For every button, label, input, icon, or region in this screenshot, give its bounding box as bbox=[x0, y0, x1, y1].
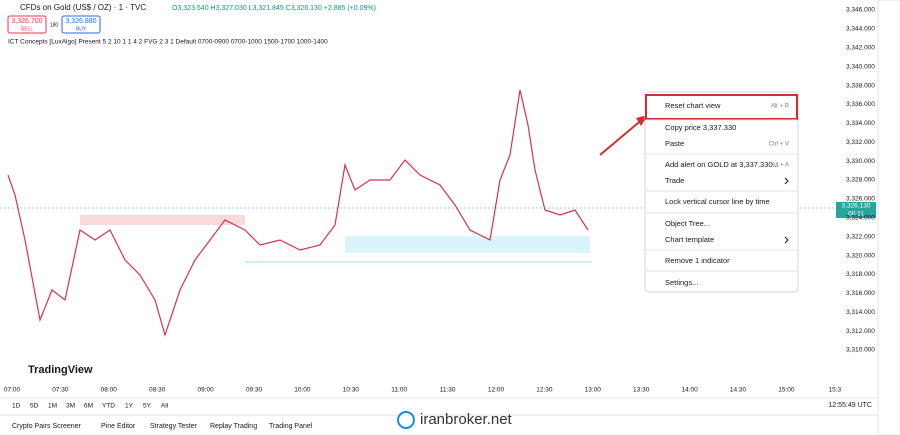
price-path bbox=[7, 89, 589, 338]
time-tick-label: 08:30 bbox=[149, 387, 166, 394]
timeframe[interactable]: 1D bbox=[12, 403, 21, 410]
price-tick-label: 3,314.000 bbox=[846, 309, 875, 316]
price-tick-label: 3,338.000 bbox=[846, 82, 875, 89]
menu-item[interactable]: Settings... bbox=[665, 278, 698, 287]
ohlc: O3,323.540 H3,327.030 L3,321.845 C3,326.… bbox=[172, 5, 376, 12]
timeframe[interactable]: 6M bbox=[84, 403, 93, 410]
bottom-tab[interactable]: Strategy Tester bbox=[150, 423, 198, 430]
time-tick-label: 15:00 bbox=[778, 387, 795, 394]
price-tick-label: 3,336.000 bbox=[846, 101, 875, 108]
price-tick-label: 3,316.000 bbox=[846, 290, 875, 297]
price-tick-label: 3,318.000 bbox=[846, 271, 875, 278]
time-tick-label: 13:00 bbox=[585, 387, 602, 394]
clock: 12:55:49 UTC bbox=[828, 402, 872, 409]
sell-label: SELL bbox=[21, 26, 33, 32]
time-tick-label: 09:30 bbox=[246, 387, 263, 394]
price-tick-label: 3,340.000 bbox=[846, 63, 875, 70]
buy-price: 3,326.880 bbox=[65, 18, 96, 25]
menu-shortcut: Alt + R bbox=[771, 104, 790, 110]
menu-shortcut: Ctrl + V bbox=[769, 142, 789, 148]
time-tick-label: 09:00 bbox=[197, 387, 214, 394]
annotation-arrow bbox=[599, 117, 645, 156]
price-tick-label: 3,342.000 bbox=[846, 44, 875, 51]
time-tick-label: 15:3 bbox=[828, 387, 841, 394]
time-tick-label: 11:30 bbox=[440, 387, 456, 394]
menu-item[interactable]: Object Tree... bbox=[665, 219, 710, 228]
price-tick-label: 3,334.000 bbox=[846, 120, 875, 127]
timeframe[interactable]: 3M bbox=[66, 403, 75, 410]
timeframe[interactable]: YTD bbox=[102, 403, 115, 410]
bottom-tab[interactable]: Replay Trading bbox=[210, 423, 257, 430]
time-tick-label: 14:00 bbox=[681, 387, 698, 394]
indicator: ICT Concepts [LuxAlgo] Present 5 2 10 1 … bbox=[8, 39, 328, 46]
price-tick-label: 3,332.000 bbox=[846, 139, 875, 146]
menu-item[interactable]: Add alert on GOLD at 3,337.330... bbox=[665, 160, 779, 169]
bottom-tab[interactable]: Pine Editor bbox=[101, 423, 136, 430]
price-tick-label: 3,320.000 bbox=[846, 252, 875, 259]
price-tick-label: 3,324.000 bbox=[846, 214, 875, 221]
time-tick-label: 10:00 bbox=[294, 387, 311, 394]
buy-label: BUY bbox=[76, 26, 87, 32]
menu-item[interactable]: Lock vertical cursor line by time bbox=[665, 197, 770, 206]
time-tick-label: 08:00 bbox=[101, 387, 118, 394]
timeframe[interactable]: 5Y bbox=[143, 403, 152, 410]
logo: TradingView bbox=[28, 364, 93, 376]
symbol[interactable]: CFDs on Gold (US$ / OZ) · 1 · TVC bbox=[20, 3, 146, 12]
buy-button[interactable] bbox=[61, 15, 101, 34]
timeframe[interactable]: 1M bbox=[48, 403, 57, 410]
time-tick-label: 12:30 bbox=[536, 387, 553, 394]
price-tick-label: 3,328.000 bbox=[846, 177, 875, 184]
bottom-tab[interactable]: Trading Panel bbox=[269, 423, 313, 430]
menu-item[interactable]: Copy price 3,337.330 bbox=[665, 123, 736, 132]
time-tick-label: 12:00 bbox=[488, 387, 505, 394]
menu-item[interactable]: Remove 1 indicator bbox=[665, 256, 730, 265]
price-tick-label: 3,326.000 bbox=[846, 196, 875, 203]
menu-item[interactable]: Chart template bbox=[665, 235, 714, 244]
menu-item[interactable]: Reset chart view bbox=[665, 101, 721, 110]
submenu-arrow bbox=[784, 236, 789, 244]
price-tick-label: 3,312.000 bbox=[846, 328, 875, 335]
time-tick-label: 07:30 bbox=[52, 387, 69, 394]
menu-item[interactable]: Trade bbox=[665, 176, 684, 185]
supply-zone bbox=[80, 215, 245, 225]
price-tick-label: 3,310.000 bbox=[846, 347, 875, 354]
fvg-zone bbox=[345, 236, 590, 253]
menu-item[interactable]: Paste bbox=[665, 139, 684, 148]
time-tick-label: 11:00 bbox=[391, 387, 407, 394]
right-toolbar bbox=[877, 0, 900, 435]
timeframe[interactable]: 1Y bbox=[125, 403, 134, 410]
context-menu bbox=[644, 91, 799, 293]
price-label: 3,326.130 bbox=[842, 203, 871, 210]
countdown: 00:11 bbox=[848, 211, 864, 218]
watermark: iranbroker.net bbox=[420, 411, 513, 428]
timeframe[interactable]: 5D bbox=[30, 403, 39, 410]
sell-price: 3,326.700 bbox=[11, 18, 42, 25]
price-tick-label: 3,322.000 bbox=[846, 233, 875, 240]
highlight-box bbox=[645, 94, 798, 120]
spread: 180 bbox=[50, 22, 59, 28]
time-tick-label: 07:00 bbox=[4, 387, 21, 394]
price-tick-label: 3,330.000 bbox=[846, 158, 875, 165]
price-label-box bbox=[836, 202, 876, 218]
sell-button[interactable] bbox=[7, 15, 47, 34]
time-tick-label: 13:30 bbox=[633, 387, 650, 394]
time-tick-label: 14:30 bbox=[730, 387, 747, 394]
price-tick-label: 3,346.000 bbox=[846, 7, 875, 14]
submenu-arrow bbox=[784, 177, 789, 185]
watermark-icon bbox=[397, 411, 415, 429]
menu-shortcut: Alt + A bbox=[771, 163, 789, 169]
price-tick-label: 3,344.000 bbox=[846, 26, 875, 33]
bottom-tab[interactable]: Crypto Pairs Screener bbox=[12, 423, 82, 430]
timeframe[interactable]: All bbox=[161, 403, 169, 410]
time-tick-label: 10:30 bbox=[343, 387, 360, 394]
